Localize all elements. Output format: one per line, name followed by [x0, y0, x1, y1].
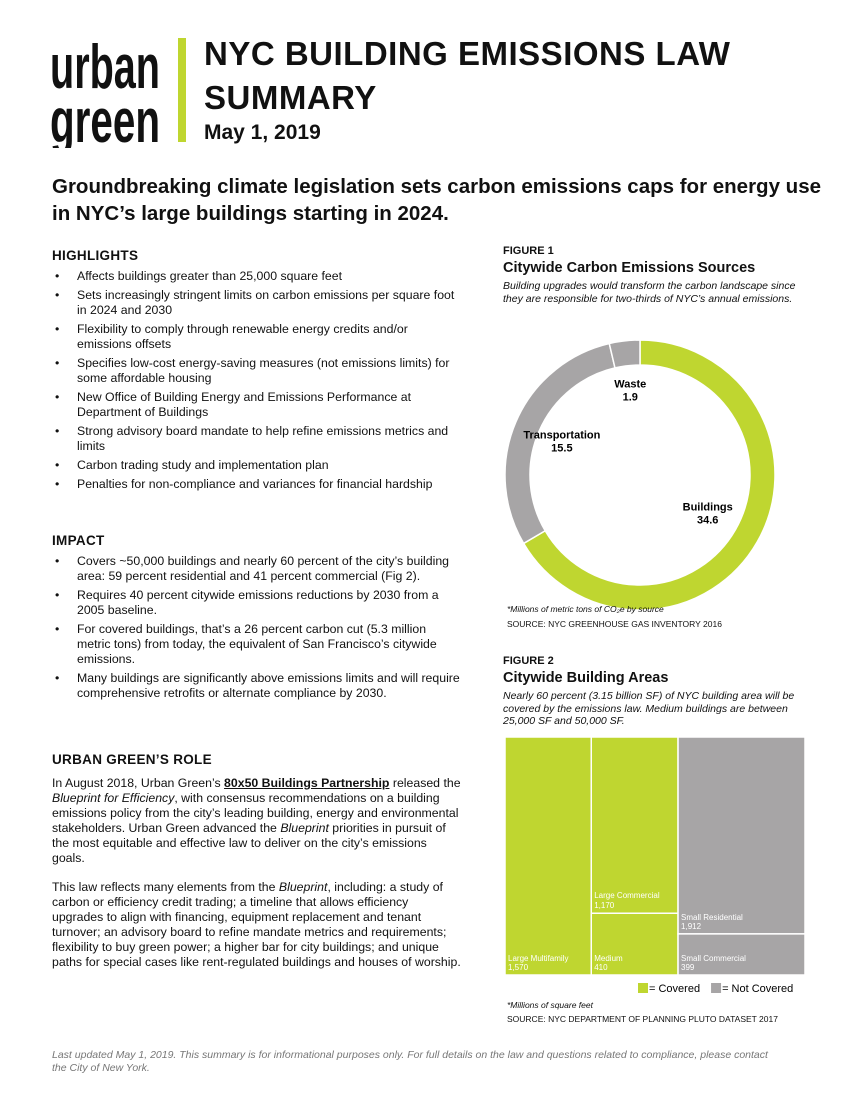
- text-run: This law reflects many elements from the: [52, 880, 279, 894]
- bullet-item: For covered buildings, that’s a 26 perce…: [52, 622, 462, 667]
- segment-value: 15.5: [551, 443, 572, 455]
- bullet-item: Carbon trading study and implementation …: [52, 458, 462, 473]
- cell-value: 1,912: [681, 922, 702, 931]
- legend-label: = Covered: [649, 983, 700, 995]
- link[interactable]: 80x50 Buildings Partnership: [224, 776, 390, 790]
- bullet-item: Specifies low-cost energy-saving measure…: [52, 356, 462, 386]
- figure-subtitle: Building upgrades would transform the ca…: [503, 280, 796, 305]
- figure-1-header: FIGURE 1 Citywide Carbon Emissions Sourc…: [503, 245, 808, 305]
- bullet-item: Affects buildings greater than 25,000 sq…: [52, 269, 462, 284]
- legend-swatch: [638, 983, 648, 993]
- cell-value: 399: [681, 963, 695, 972]
- cell-label: Small Residential: [681, 913, 743, 922]
- donut-segment: [608, 339, 641, 369]
- role: URBAN GREEN’S ROLE In August 2018, Urban…: [52, 752, 462, 984]
- bullet-list: Affects buildings greater than 25,000 sq…: [52, 269, 462, 492]
- segment-label: Waste: [614, 379, 646, 391]
- text-run: priorities in pursuit of the most equita…: [52, 821, 446, 865]
- highlights: HIGHLIGHTS Affects buildings greater tha…: [52, 248, 462, 496]
- headline: Groundbreaking climate legislation sets …: [52, 175, 821, 225]
- text-run: Blueprint: [280, 821, 329, 835]
- paragraph: In August 2018, Urban Green’s 80x50 Buil…: [52, 776, 462, 866]
- cell-label: Large Multifamily: [508, 954, 568, 963]
- text-run: , including: a study of carbon or effici…: [52, 880, 461, 969]
- cell-value: 1,170: [594, 901, 615, 910]
- footer: Last updated May 1, 2019. This summary i…: [52, 1049, 768, 1074]
- figure-title: Citywide Carbon Emissions Sources: [503, 260, 756, 276]
- logo-line: green: [50, 87, 160, 148]
- bullet-item: Covers ~50,000 buildings and nearly 60 p…: [52, 554, 462, 584]
- paragraph: This law reflects many elements from the…: [52, 880, 462, 970]
- bullet-item: Sets increasingly stringent limits on ca…: [52, 288, 462, 318]
- text-run: In August 2018, Urban Green’s: [52, 776, 225, 790]
- section-heading: HIGHLIGHTS: [52, 248, 139, 263]
- bullet-item: Strong advisory board mandate to help re…: [52, 424, 462, 454]
- bullet-item: Many buildings are significantly above e…: [52, 671, 462, 701]
- bullet-item: Flexibility to comply through renewable …: [52, 322, 462, 352]
- footnote: *Millions of metric tons of CO₂e by sour…: [507, 604, 664, 614]
- cell-value: 1,570: [508, 963, 529, 972]
- figure-subtitle: Nearly 60 percent (3.15 billion SF) of N…: [503, 690, 795, 727]
- text-run: released the: [389, 776, 461, 790]
- legend-swatch: [711, 983, 722, 993]
- segment-value: 1.9: [623, 392, 638, 404]
- cell-label: Medium: [594, 954, 623, 963]
- treemap-cell: [590, 736, 679, 914]
- cell-label: Large Commercial: [594, 891, 660, 900]
- logo: urban green: [50, 36, 186, 148]
- impact: IMPACT Covers ~50,000 buildings and near…: [52, 533, 462, 705]
- bullet-item: Requires 40 percent citywide emissions r…: [52, 588, 462, 618]
- date: May 1, 2019: [204, 121, 321, 144]
- logo-bar: [178, 38, 186, 142]
- bullet-item: New Office of Building Energy and Emissi…: [52, 390, 462, 420]
- figure-label: FIGURE 1: [503, 245, 554, 257]
- text-run: Blueprint: [278, 880, 328, 894]
- figure-label: FIGURE 2: [503, 655, 554, 667]
- source: SOURCE: NYC DEPARTMENT OF PLANNING PLUTO…: [507, 1014, 778, 1024]
- role-body: In August 2018, Urban Green’s 80x50 Buil…: [52, 776, 462, 970]
- treemap-cell: [504, 736, 592, 976]
- figure-2-header: FIGURE 2 Citywide Building Areas Nearly …: [503, 655, 813, 728]
- segment-value: 34.6: [697, 515, 718, 527]
- text-run: Blueprint for Efficiency: [52, 791, 175, 805]
- cell-label: Small Commercial: [681, 954, 746, 963]
- bullet-item: Penalties for non-compliance and varianc…: [52, 477, 462, 492]
- footnote: *Millions of square feet: [507, 1000, 593, 1010]
- segment-label: Buildings: [683, 502, 733, 514]
- treemap-cell: [677, 736, 806, 935]
- figure-title: Citywide Building Areas: [503, 670, 669, 686]
- cell-value: 410: [594, 963, 608, 972]
- logo-line: urban: [50, 36, 160, 102]
- text-run: , with consensus recommendations on a bu…: [52, 791, 459, 835]
- source: SOURCE: NYC GREENHOUSE GAS INVENTORY 201…: [507, 619, 722, 629]
- bullet-list: Covers ~50,000 buildings and nearly 60 p…: [52, 554, 462, 701]
- title: NYC BUILDING EMISSIONS LAW SUMMARY: [204, 35, 731, 116]
- donut-segment: [522, 339, 776, 610]
- section-heading: URBAN GREEN’S ROLE: [52, 752, 212, 767]
- treemap-cell: [677, 933, 806, 976]
- segment-label: Transportation: [523, 430, 600, 442]
- legend-label: = Not Covered: [722, 983, 793, 995]
- section-heading: IMPACT: [52, 533, 105, 548]
